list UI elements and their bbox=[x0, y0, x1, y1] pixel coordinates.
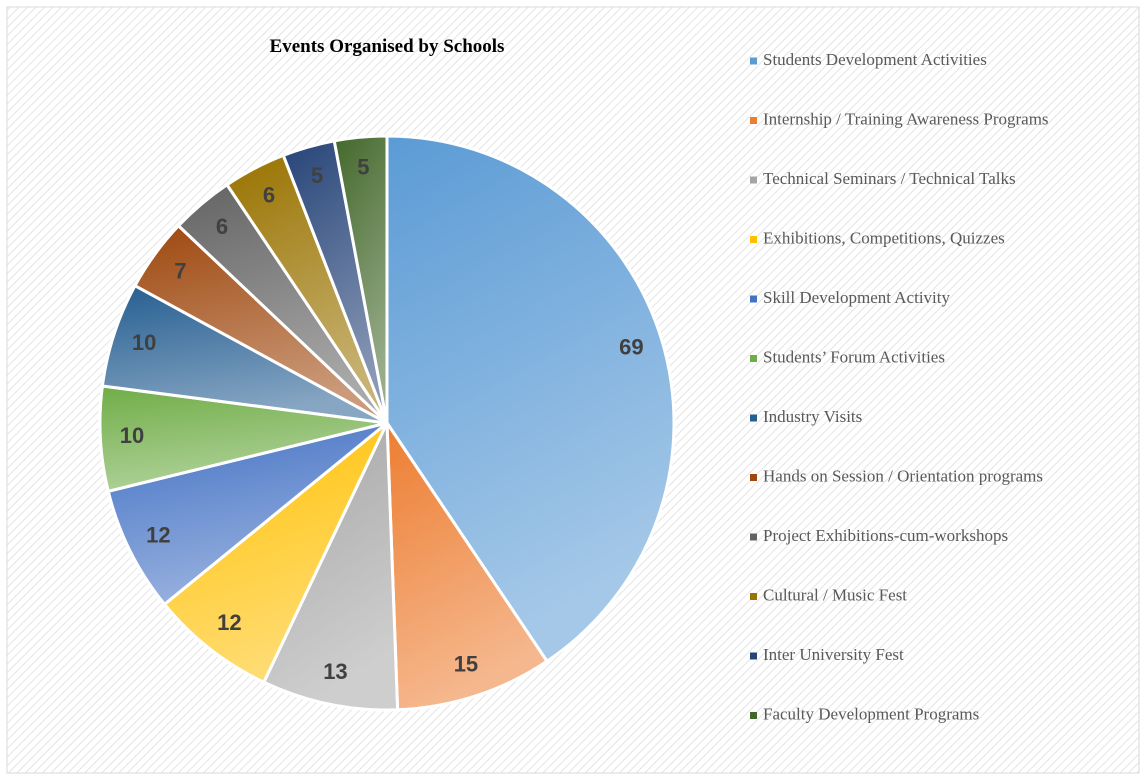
chart-title: Events Organised by Schools bbox=[270, 36, 505, 57]
legend-swatch bbox=[750, 652, 757, 660]
data-label: 6 bbox=[216, 214, 228, 239]
data-label: 6 bbox=[263, 182, 275, 207]
data-label: 12 bbox=[146, 523, 170, 548]
legend-label: Inter University Fest bbox=[763, 645, 904, 664]
pie-slice bbox=[106, 421, 388, 607]
legend-label: Internship / Training Awareness Programs bbox=[763, 109, 1049, 128]
legend-label: Students Development Activities bbox=[763, 50, 987, 69]
legend-label: Industry Visits bbox=[763, 407, 862, 426]
legend-swatch bbox=[750, 236, 757, 243]
legend-swatch bbox=[750, 355, 757, 362]
data-label: 12 bbox=[217, 610, 241, 635]
legend-label: Hands on Session / Orientation programs bbox=[763, 466, 1043, 485]
legend-label: Skill Development Activity bbox=[763, 288, 950, 307]
legend-label: Exhibitions, Competitions, Quizzes bbox=[763, 228, 1005, 247]
data-label: 69 bbox=[619, 334, 643, 359]
legend-label: Project Exhibitions-cum-workshops bbox=[763, 526, 1008, 545]
legend-swatch bbox=[750, 414, 757, 422]
legend-swatch bbox=[750, 593, 757, 600]
legend-label: Faculty Development Programs bbox=[763, 704, 979, 723]
data-label: 5 bbox=[357, 154, 369, 179]
data-label: 15 bbox=[454, 652, 478, 677]
pie-slice bbox=[261, 422, 400, 712]
data-label: 5 bbox=[311, 163, 323, 188]
data-label: 7 bbox=[174, 259, 186, 284]
pie-slice bbox=[385, 417, 550, 712]
legend-label: Technical Seminars / Technical Talks bbox=[763, 169, 1016, 188]
data-label: 10 bbox=[120, 423, 144, 448]
legend-swatch bbox=[750, 533, 757, 541]
legend-swatch bbox=[750, 712, 757, 719]
data-label: 13 bbox=[323, 659, 347, 684]
legend-swatch bbox=[750, 474, 757, 481]
legend-label: Students’ Forum Activities bbox=[763, 347, 945, 366]
legend-swatch bbox=[750, 295, 757, 303]
pie-slice bbox=[162, 421, 389, 685]
legend-swatch bbox=[750, 57, 757, 65]
pie-slice bbox=[332, 134, 389, 424]
data-label: 10 bbox=[132, 330, 156, 355]
legend-swatch bbox=[750, 117, 757, 124]
legend-swatch bbox=[750, 176, 757, 184]
pie-slice bbox=[385, 134, 676, 664]
legend-label: Cultural / Music Fest bbox=[763, 585, 907, 604]
